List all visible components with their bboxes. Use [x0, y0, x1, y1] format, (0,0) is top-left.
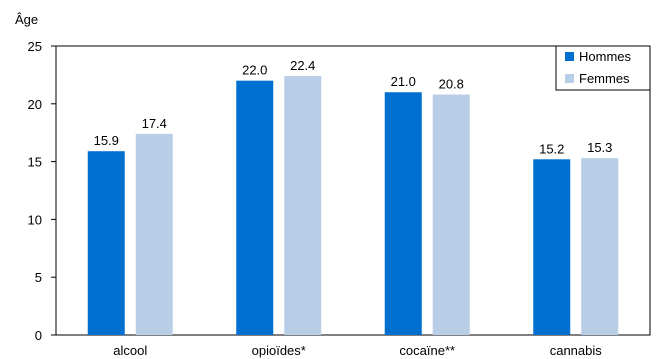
bar-value-label: 22.0: [242, 63, 267, 78]
bar-hommes: [533, 159, 571, 335]
y-tick-label: 15: [28, 155, 42, 170]
x-category-label: cannabis: [550, 343, 603, 358]
bar-series-group: [87, 76, 619, 336]
legend-swatch-hommes: [565, 52, 574, 61]
bar-hommes: [236, 80, 274, 336]
legend-label-hommes: Hommes: [579, 49, 632, 64]
bar-femmes: [432, 94, 470, 335]
bar-value-label: 22.4: [290, 58, 315, 73]
y-tick-label: 0: [35, 328, 42, 343]
bar-femmes: [135, 133, 173, 335]
y-tick-label: 10: [28, 212, 42, 227]
bar-value-label: 15.2: [539, 141, 564, 156]
bar-value-label: 20.8: [439, 77, 464, 92]
bar-value-label: 17.4: [142, 116, 167, 131]
bar-value-label: 15.9: [94, 133, 119, 148]
bar-value-label: 15.3: [587, 140, 612, 155]
bar-femmes: [581, 158, 619, 335]
bar-hommes: [87, 151, 125, 335]
bar-femmes: [284, 76, 322, 335]
legend: Hommes Femmes: [555, 45, 651, 91]
y-tick-label: 20: [28, 97, 42, 112]
x-axis: alcool opioïdes* cocaïne** cannabis: [113, 343, 602, 358]
bar-hommes: [384, 92, 422, 336]
y-tick-label: 5: [35, 270, 42, 285]
plot-area-frame: [55, 45, 651, 336]
x-category-label: cocaïne**: [399, 343, 455, 358]
y-axis-title: Âge: [15, 12, 38, 27]
y-tick-label: 25: [28, 39, 42, 54]
x-category-label: alcool: [113, 343, 147, 358]
legend-swatch-femmes: [565, 74, 574, 83]
y-axis: 0 5 10 15 20 25: [28, 39, 56, 343]
legend-label-femmes: Femmes: [579, 71, 630, 86]
x-category-label: opioïdes*: [252, 343, 306, 358]
bar-value-label: 21.0: [391, 74, 416, 89]
data-label-group: 15.9 17.4 22.0 22.4 21.0 20.8 15.2 15.3: [94, 58, 613, 156]
